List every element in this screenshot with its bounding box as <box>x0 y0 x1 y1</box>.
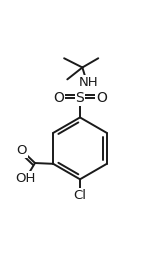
Text: S: S <box>76 91 84 105</box>
Text: NH: NH <box>79 76 99 89</box>
Text: Cl: Cl <box>73 189 87 202</box>
Text: O: O <box>53 91 64 105</box>
Text: O: O <box>16 144 27 157</box>
Text: OH: OH <box>15 172 36 185</box>
Text: O: O <box>96 91 107 105</box>
